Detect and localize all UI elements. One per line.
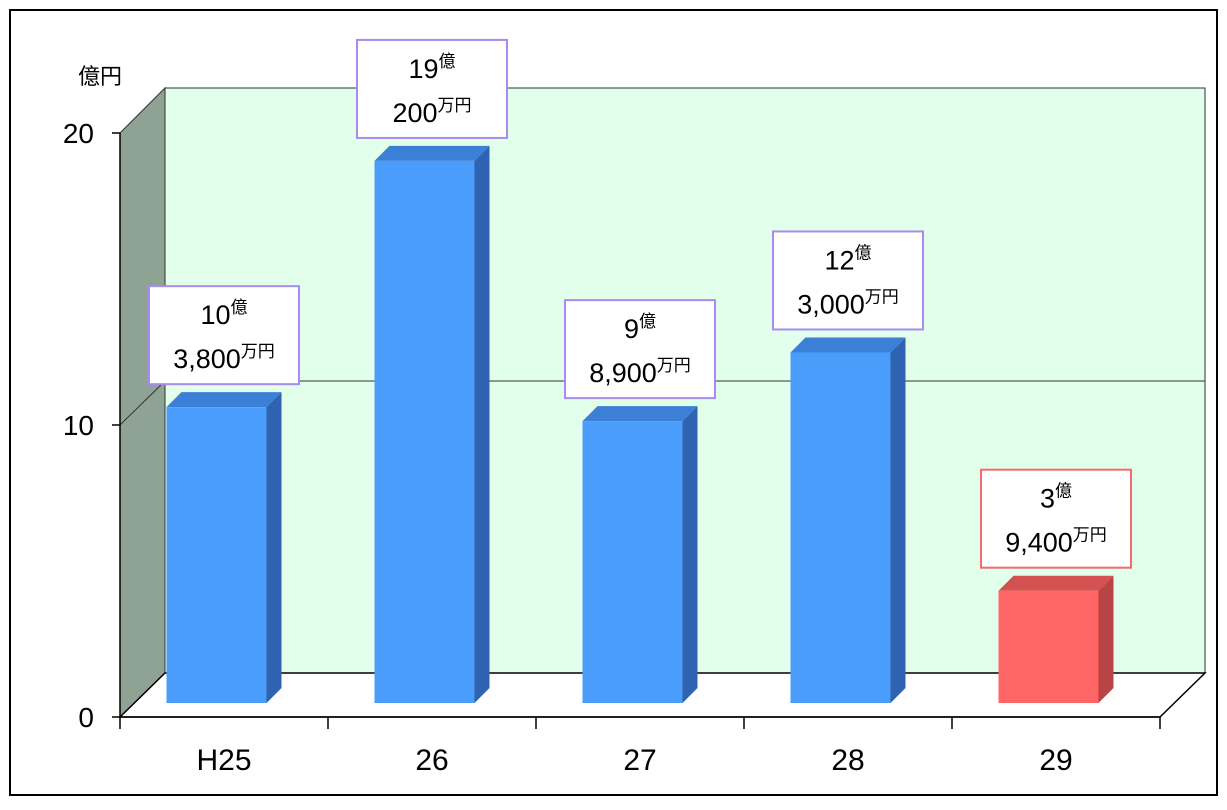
data-label-27: 9億 8,900万円: [564, 299, 716, 400]
x-axis-ticks: H25 26 27 28 29: [119, 717, 1161, 777]
bar-front: [166, 407, 267, 703]
data-label-box: [148, 285, 300, 386]
data-label-oku: 19億: [408, 52, 455, 84]
data-label-box: [564, 299, 716, 400]
data-label-man: 3,000万円: [797, 287, 899, 319]
bar-H25: [166, 392, 282, 703]
data-label-box: [980, 468, 1132, 569]
bar-side: [474, 145, 490, 703]
y-tick-label: 20: [63, 118, 94, 149]
x-tick-label: 28: [831, 744, 864, 777]
bar-side: [890, 337, 906, 703]
data-label-26: 19億 200万円: [356, 38, 508, 139]
bar-top: [582, 406, 698, 422]
data-label-man: 8,900万円: [589, 356, 691, 388]
data-label-box: [772, 230, 924, 331]
data-label-man: 200万円: [392, 96, 471, 128]
bar-front: [582, 421, 683, 703]
x-tick-label: 27: [623, 744, 656, 777]
data-label-oku: 3億: [1040, 482, 1072, 514]
gridline-diag: [119, 380, 166, 426]
data-label-man: 3,800万円: [173, 342, 275, 374]
bar-front: [790, 352, 891, 703]
bar-27: [582, 406, 698, 703]
bar-side: [266, 392, 282, 703]
data-labels: 10億 3,800万円 19億 200万円 9億 8,900万円 12億 3,000万円 3億 9…: [148, 38, 1132, 569]
bars: [166, 145, 1114, 703]
y-axis-unit-label: 億円: [78, 64, 122, 89]
bar-26: [374, 145, 490, 703]
bar-front: [998, 590, 1099, 703]
bar-top: [790, 337, 906, 353]
x-tick-label: 26: [415, 744, 448, 777]
data-label-H25: 10億 3,800万円: [148, 285, 300, 386]
y-axis-ticks: 0 10 20: [63, 118, 120, 733]
data-label-box: [356, 38, 508, 139]
y-tick-label: 10: [63, 410, 94, 441]
bar-top: [374, 145, 490, 161]
data-label-29: 3億 9,400万円: [980, 468, 1132, 569]
bar-29: [998, 575, 1114, 703]
data-label-man: 9,400万円: [1005, 526, 1107, 558]
data-label-28: 12億 3,000万円: [772, 230, 924, 331]
data-label-oku: 9億: [624, 312, 656, 344]
bar-side: [1098, 575, 1114, 703]
data-label-oku: 12億: [824, 243, 871, 275]
bar-front: [374, 160, 475, 703]
y-tick-label: 0: [78, 702, 94, 733]
bar-top: [166, 392, 282, 408]
bar-28: [790, 337, 906, 703]
x-tick-label: 29: [1039, 744, 1072, 777]
bar-side: [682, 406, 698, 703]
bar-top: [998, 575, 1114, 591]
x-tick-label: H25: [196, 744, 251, 777]
data-label-oku: 10億: [200, 298, 247, 330]
